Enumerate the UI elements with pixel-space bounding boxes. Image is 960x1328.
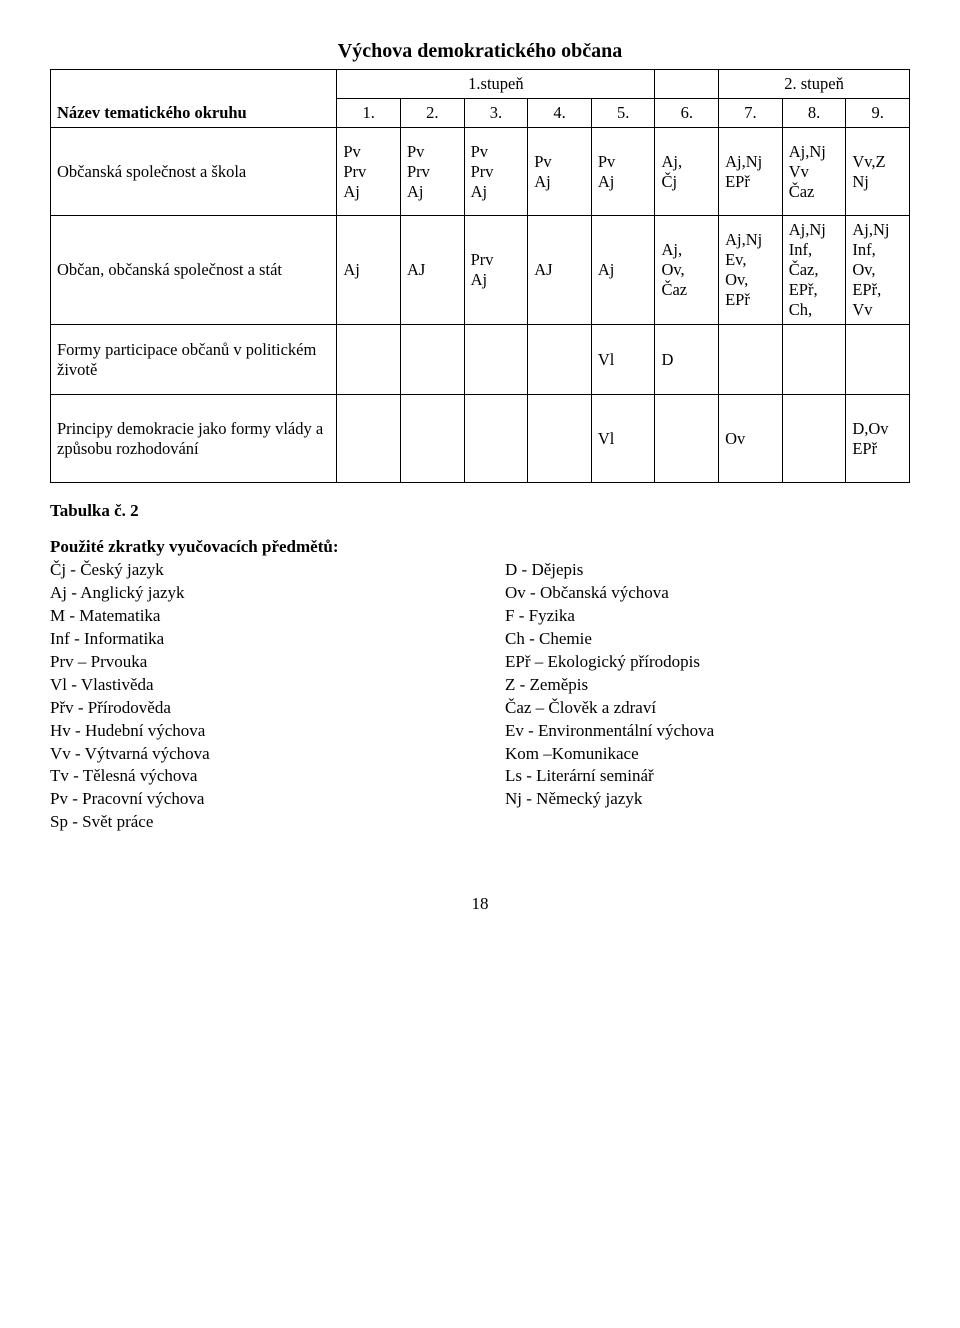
cell: Aj,Nj Ev, Ov, EPř: [719, 216, 783, 325]
cell: D: [655, 325, 719, 395]
table-row: Principy demokracie jako formy vlády a z…: [51, 395, 910, 483]
cell: Pv Prv Aj: [337, 128, 401, 216]
legend-item: D - Dějepis: [505, 559, 910, 582]
cell: [846, 325, 910, 395]
header-row-label: Název tematického okruhu: [51, 70, 337, 128]
cell: Aj,Nj Inf, Ov, EPř, Vv: [846, 216, 910, 325]
legend-item: Z - Zeměpis: [505, 674, 910, 697]
legend-item: Pv - Pracovní výchova: [50, 788, 455, 811]
row-label: Formy participace občanů v politickém ži…: [51, 325, 337, 395]
table-row: Formy participace občanů v politickém ži…: [51, 325, 910, 395]
header-stage1: 1.stupeň: [337, 70, 655, 99]
legend-columns: Čj - Český jazykAj - Anglický jazykM - M…: [50, 559, 910, 834]
cell: AJ: [400, 216, 464, 325]
cell: Pv Aj: [528, 128, 592, 216]
cell: Aj,Nj EPř: [719, 128, 783, 216]
legend-item: Hv - Hudební výchova: [50, 720, 455, 743]
legend-item: F - Fyzika: [505, 605, 910, 628]
col-7: 7.: [719, 99, 783, 128]
cell: [528, 325, 592, 395]
cell: [337, 325, 401, 395]
cell: Pv Aj: [591, 128, 655, 216]
legend-item: Kom –Komunikace: [505, 743, 910, 766]
col-8: 8.: [782, 99, 846, 128]
cell: Aj: [591, 216, 655, 325]
cell: [655, 395, 719, 483]
cell: [400, 395, 464, 483]
cell: Aj, Ov, Čaz: [655, 216, 719, 325]
row-label: Občanská společnost a škola: [51, 128, 337, 216]
legend-left: Čj - Český jazykAj - Anglický jazykM - M…: [50, 559, 455, 834]
legend-item: EPř – Ekologický přírodopis: [505, 651, 910, 674]
cell: Aj,Nj Vv Čaz: [782, 128, 846, 216]
cell: Vl: [591, 395, 655, 483]
cell: Ov: [719, 395, 783, 483]
cell: D,Ov EPř: [846, 395, 910, 483]
legend-item: Ls - Literární seminář: [505, 765, 910, 788]
cell: Pv Prv Aj: [464, 128, 528, 216]
cell: Prv Aj: [464, 216, 528, 325]
cell: Aj, Čj: [655, 128, 719, 216]
legend-item: Čj - Český jazyk: [50, 559, 455, 582]
legend-item: Vl - Vlastivěda: [50, 674, 455, 697]
col-3: 3.: [464, 99, 528, 128]
col-5: 5.: [591, 99, 655, 128]
legend-right: D - DějepisOv - Občanská výchovaF - Fyzi…: [505, 559, 910, 834]
cell: Vl: [591, 325, 655, 395]
cell: [337, 395, 401, 483]
cell: [782, 325, 846, 395]
cell: [464, 325, 528, 395]
legend-item: Prv – Prvouka: [50, 651, 455, 674]
table-caption: Tabulka č. 2: [50, 501, 910, 521]
cell: Aj,Nj Inf, Čaz, EPř, Ch,: [782, 216, 846, 325]
header-stage2: 2. stupeň: [719, 70, 910, 99]
cell: Aj: [337, 216, 401, 325]
legend-item: Ch - Chemie: [505, 628, 910, 651]
col-2: 2.: [400, 99, 464, 128]
cell: [528, 395, 592, 483]
legend-item: Aj - Anglický jazyk: [50, 582, 455, 605]
cell: Vv,Z Nj: [846, 128, 910, 216]
cell: [782, 395, 846, 483]
legend-item: Vv - Výtvarná výchova: [50, 743, 455, 766]
legend-item: Přv - Přírodověda: [50, 697, 455, 720]
legend-item: Čaz – Člověk a zdraví: [505, 697, 910, 720]
col-1: 1.: [337, 99, 401, 128]
col-6: 6.: [655, 99, 719, 128]
legend-item: Sp - Svět práce: [50, 811, 455, 834]
row-label: Principy demokracie jako formy vlády a z…: [51, 395, 337, 483]
legend-title: Použité zkratky vyučovacích předmětů:: [50, 537, 910, 557]
cell: [464, 395, 528, 483]
col-4: 4.: [528, 99, 592, 128]
table-row: Občanská společnost a škola Pv Prv Aj Pv…: [51, 128, 910, 216]
legend-item: Inf - Informatika: [50, 628, 455, 651]
legend-item: M - Matematika: [50, 605, 455, 628]
cell: [400, 325, 464, 395]
page-title: Výchova demokratického občana: [50, 40, 910, 63]
cell: Pv Prv Aj: [400, 128, 464, 216]
legend-item: Nj - Německý jazyk: [505, 788, 910, 811]
page-number: 18: [50, 894, 910, 914]
legend-item: Ov - Občanská výchova: [505, 582, 910, 605]
legend-item: Ev - Environmentální výchova: [505, 720, 910, 743]
table-row: Občan, občanská společnost a stát Aj AJ …: [51, 216, 910, 325]
cell: AJ: [528, 216, 592, 325]
legend-item: Tv - Tělesná výchova: [50, 765, 455, 788]
curriculum-table: Název tematického okruhu 1.stupeň 2. stu…: [50, 69, 910, 483]
row-label: Občan, občanská společnost a stát: [51, 216, 337, 325]
col-9: 9.: [846, 99, 910, 128]
cell: [719, 325, 783, 395]
